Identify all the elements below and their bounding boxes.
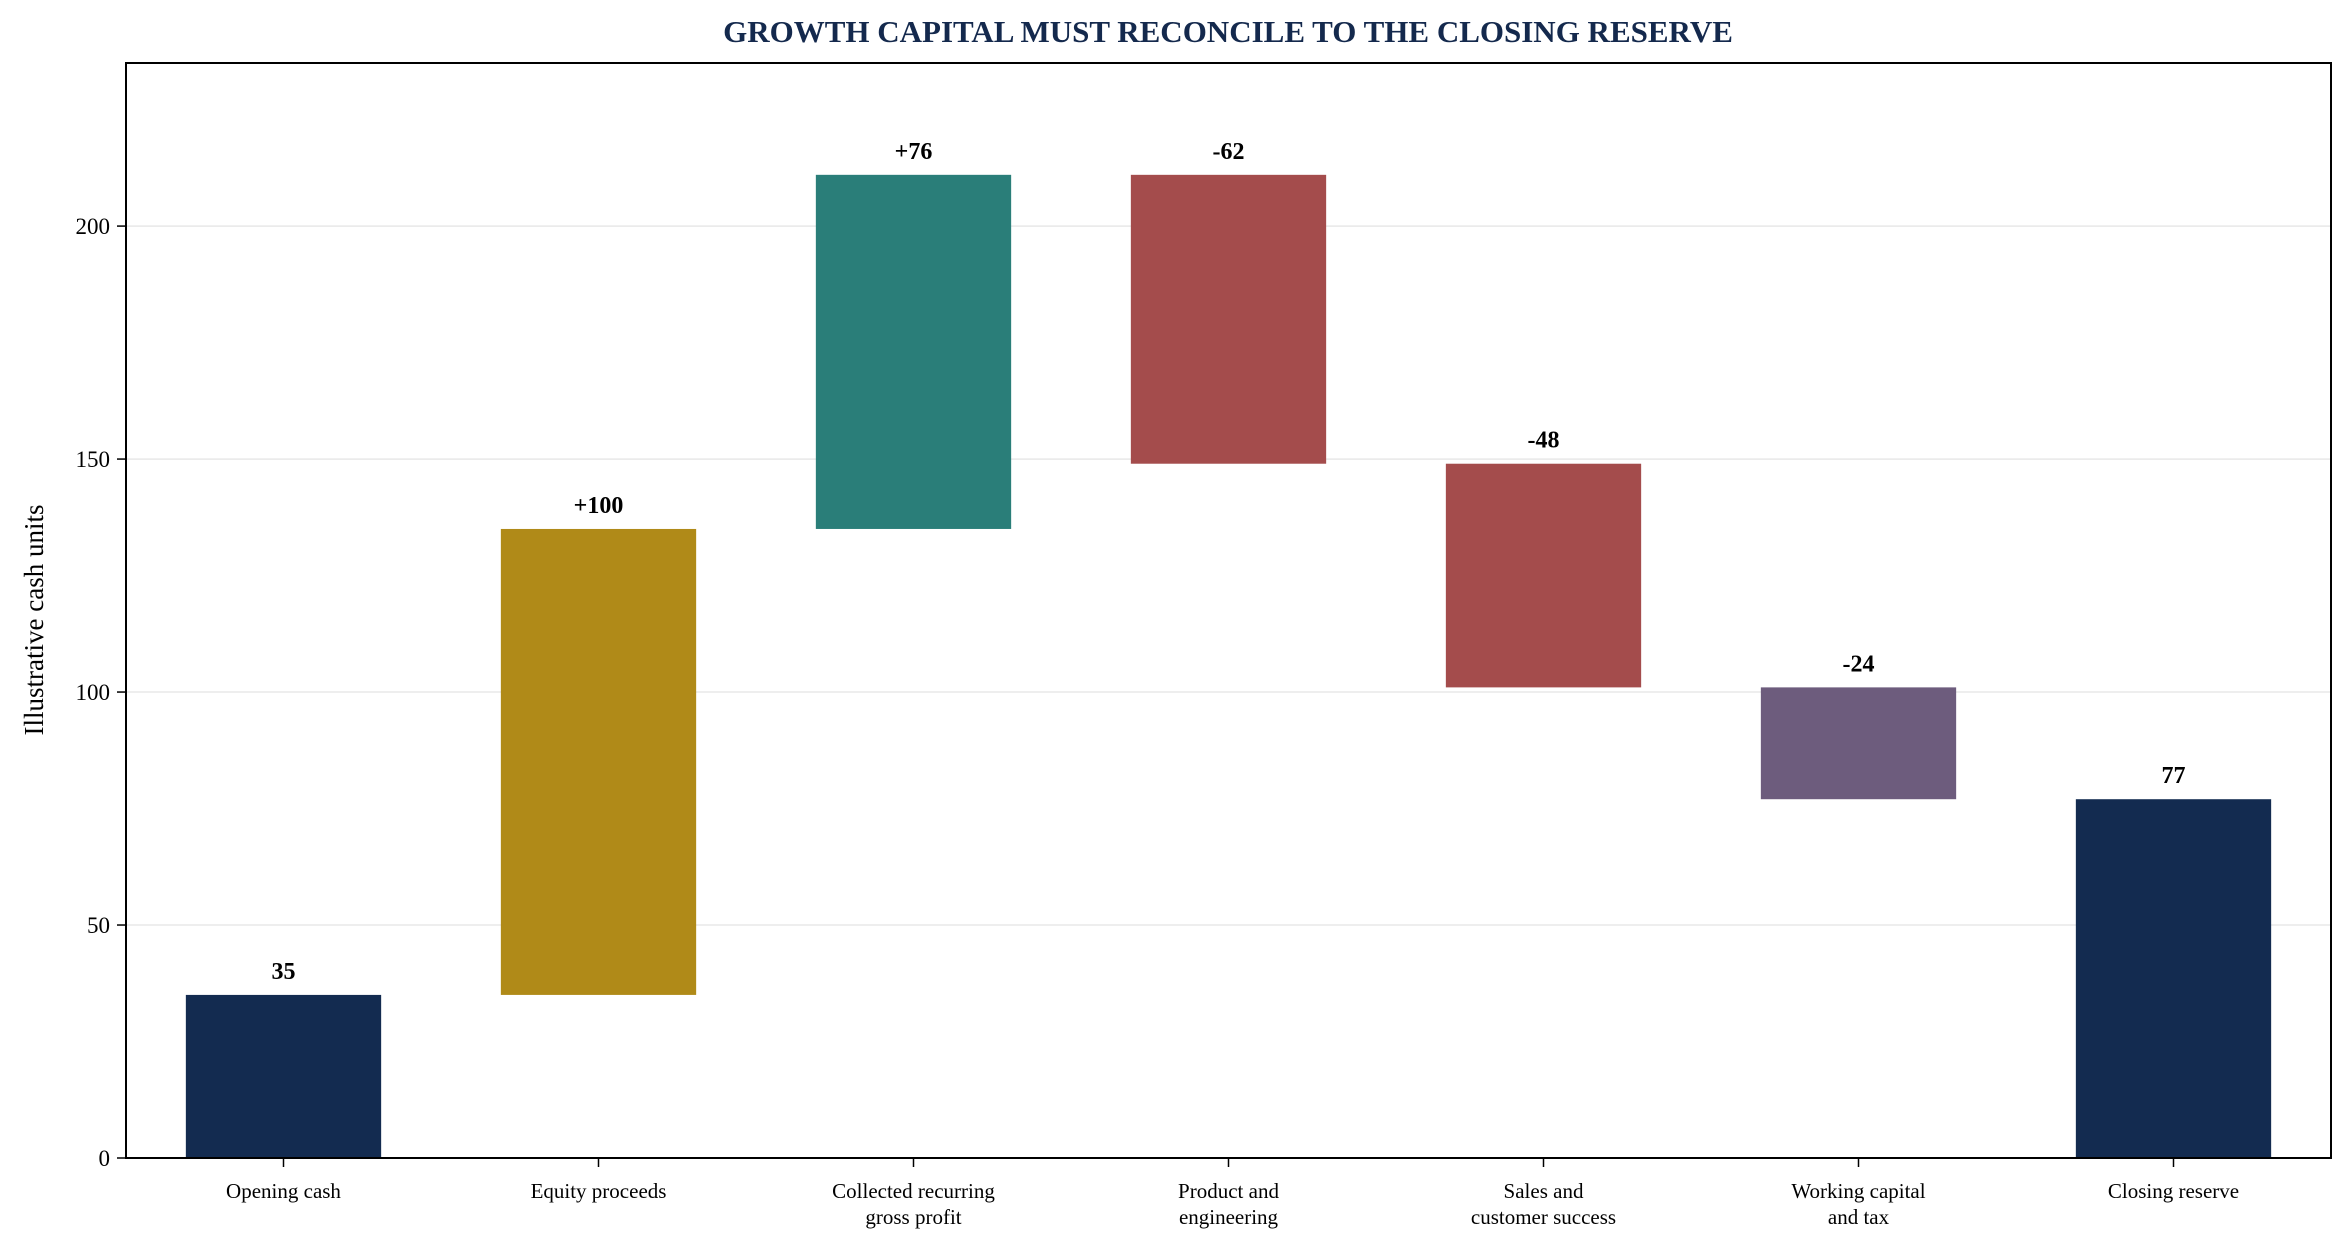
x-tick-label-line: Product and bbox=[1178, 1179, 1279, 1203]
y-axis-label: Illustrative cash units bbox=[19, 505, 49, 736]
y-tick-label: 50 bbox=[87, 913, 110, 938]
data-label: -24 bbox=[1843, 651, 1875, 677]
data-label: -62 bbox=[1213, 139, 1245, 165]
x-tick-label: Equity proceeds bbox=[531, 1179, 667, 1203]
x-tick-label-line: Opening cash bbox=[226, 1179, 341, 1203]
x-tick-label: Collected recurring gross profit bbox=[832, 1179, 995, 1229]
x-tick-label-line: customer success bbox=[1471, 1205, 1616, 1229]
data-label: 35 bbox=[272, 959, 296, 985]
y-tick-label: 100 bbox=[76, 680, 111, 705]
x-tick-label: Closing reserve bbox=[2108, 1179, 2239, 1203]
x-tick-label-line: engineering bbox=[1179, 1205, 1279, 1229]
x-tick-label-line: Working capital bbox=[1791, 1179, 1925, 1203]
data-label: -48 bbox=[1528, 428, 1560, 454]
bar bbox=[1760, 687, 1957, 800]
x-tick-label-line: and tax bbox=[1828, 1205, 1890, 1229]
x-tick-label-line: Collected recurring bbox=[832, 1179, 995, 1203]
y-tick-label: 150 bbox=[76, 447, 111, 472]
data-label: +76 bbox=[895, 139, 933, 165]
bar bbox=[2075, 799, 2272, 1158]
bar bbox=[1445, 463, 1642, 688]
data-label: 77 bbox=[2162, 763, 2186, 789]
bar bbox=[185, 994, 382, 1158]
data-label: +100 bbox=[574, 493, 624, 519]
data-labels: 35 +100 +76 -62 -48 -24 77 bbox=[272, 139, 2186, 985]
y-tick-label: 0 bbox=[99, 1146, 111, 1171]
x-tick-label-line: gross profit bbox=[865, 1205, 961, 1229]
bar bbox=[500, 528, 697, 995]
x-tick-label: Working capital and tax bbox=[1791, 1179, 1925, 1229]
x-tick-label: Product and engineering bbox=[1178, 1179, 1279, 1229]
y-tick-label: 200 bbox=[76, 214, 111, 239]
bar bbox=[815, 174, 1012, 529]
bar bbox=[1130, 174, 1327, 464]
y-axis-ticks: 0 50 100 150 200 bbox=[76, 214, 126, 1171]
x-tick-label-line: Closing reserve bbox=[2108, 1179, 2239, 1203]
x-tick-label-line: Sales and bbox=[1504, 1179, 1584, 1203]
bars bbox=[185, 174, 2272, 1158]
chart-title: GROWTH CAPITAL MUST RECONCILE TO THE CLO… bbox=[723, 14, 1733, 49]
x-tick-label-line: Equity proceeds bbox=[531, 1179, 667, 1203]
x-tick-label: Sales and customer success bbox=[1471, 1179, 1616, 1229]
x-tick-label: Opening cash bbox=[226, 1179, 341, 1203]
x-axis-ticks: Opening cash Equity proceeds Collected rec… bbox=[226, 1158, 2239, 1229]
